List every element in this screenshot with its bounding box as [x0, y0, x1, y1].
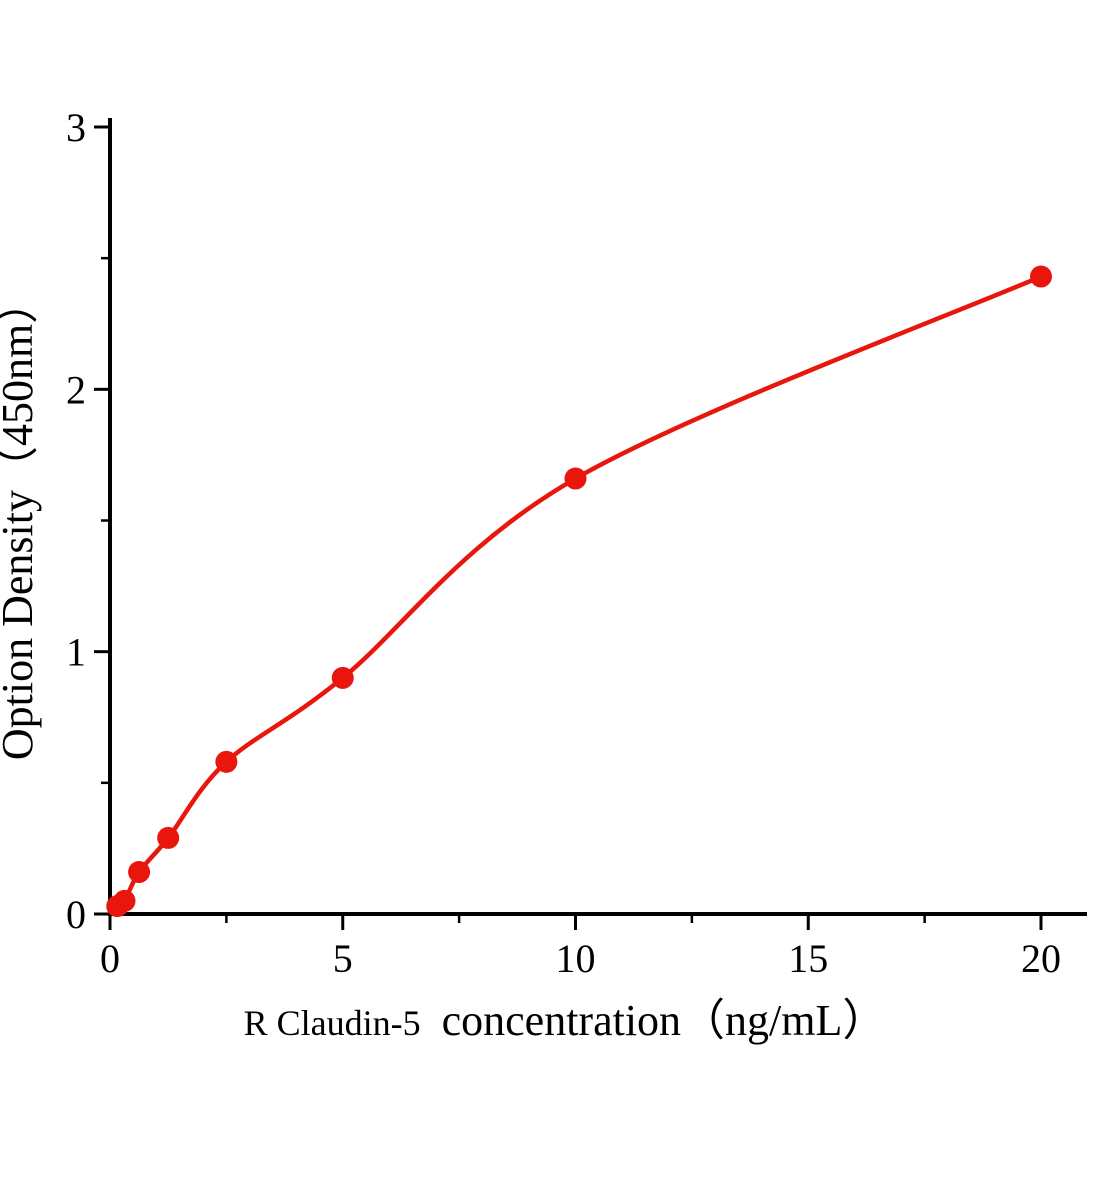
y-tick-label: 3: [66, 105, 86, 150]
y-axis-label: Option Density（450nm）: [0, 280, 42, 760]
x-tick-label: 15: [788, 936, 828, 981]
data-point: [113, 889, 136, 912]
data-point: [128, 861, 151, 884]
x-tick-label: 10: [556, 936, 596, 981]
data-point: [157, 826, 180, 849]
x-tick-label: 20: [1021, 936, 1061, 981]
fit-curve: [107, 274, 1044, 914]
plot-area: 0 5 10 15 20 0 1 2 3: [66, 105, 1087, 981]
data-point: [215, 750, 238, 773]
data-point: [331, 666, 354, 689]
axis-line: [108, 118, 1087, 916]
y-tick-label: 1: [66, 630, 86, 675]
x-tick-label: 5: [333, 936, 353, 981]
data-point: [1030, 265, 1052, 288]
x-axis-label-prefix: R Claudin-5: [244, 1003, 421, 1043]
data-point: [564, 467, 587, 490]
x-axis-label-main: concentration（ng/mL）: [442, 996, 887, 1045]
x-tick-label: 0: [100, 936, 120, 981]
y-tick-label: 0: [66, 892, 86, 937]
x-axis-label: R Claudin-5 concentration（ng/mL）: [244, 996, 887, 1045]
y-tick-label: 2: [66, 367, 86, 412]
